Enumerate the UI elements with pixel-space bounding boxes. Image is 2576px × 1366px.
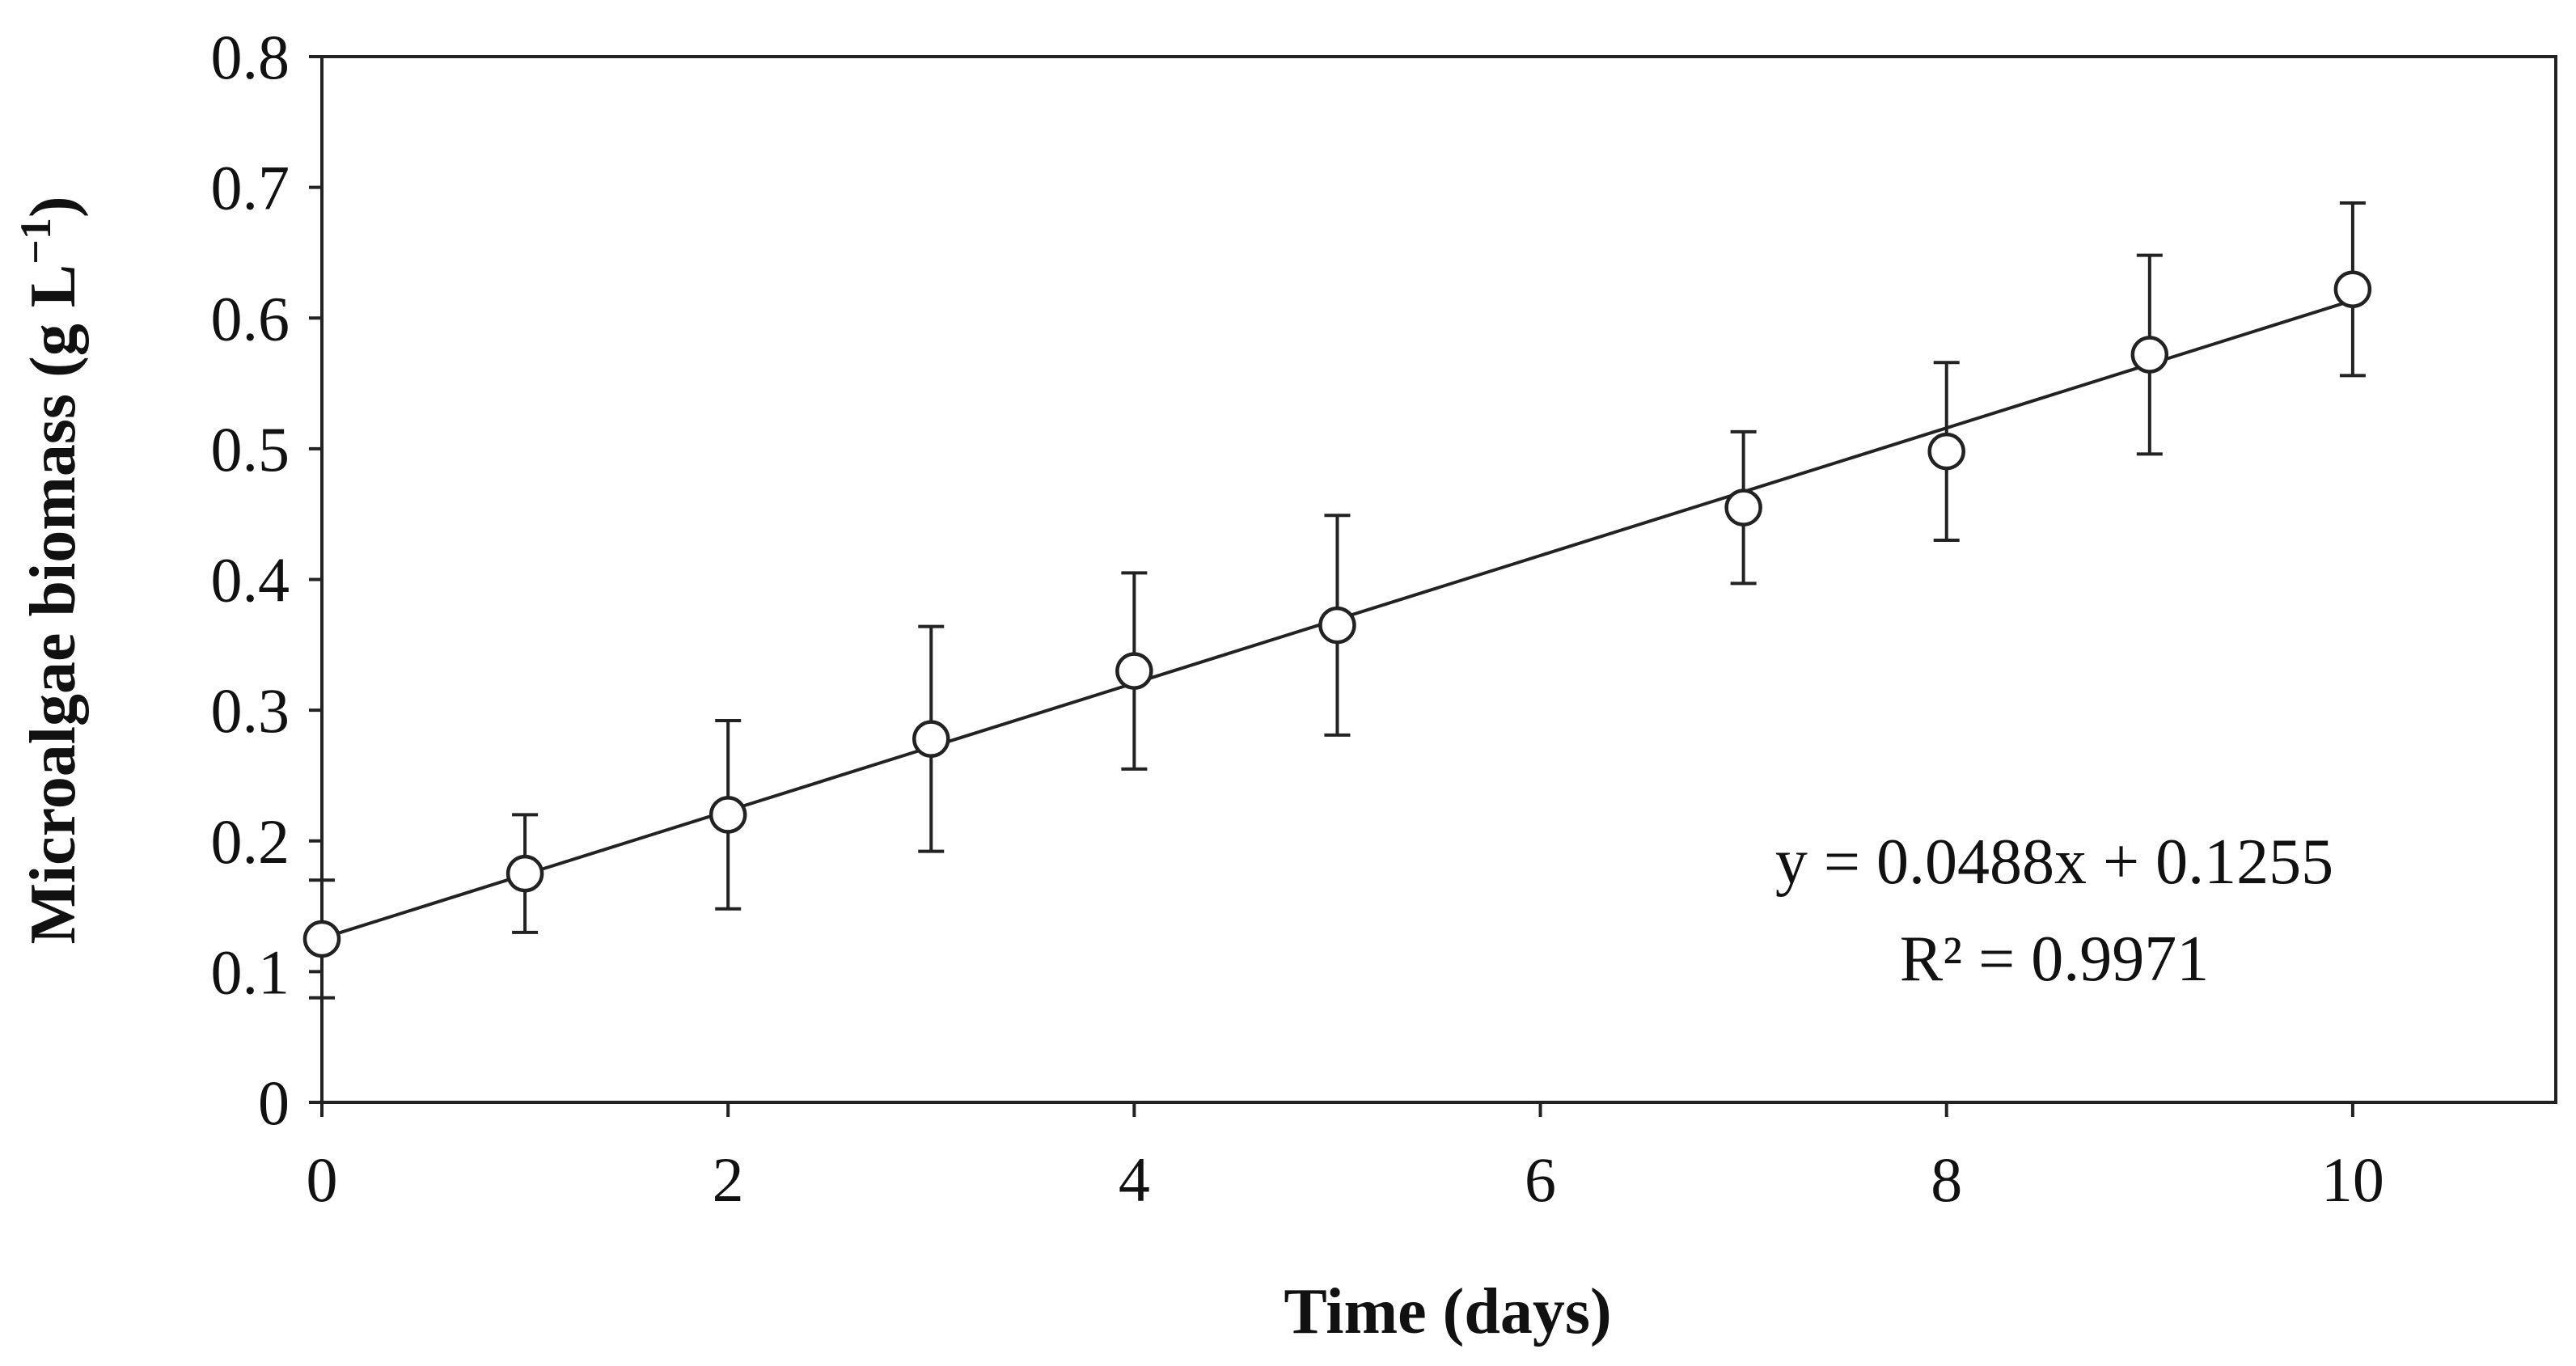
y-tick-label: 0.4 xyxy=(211,545,290,615)
data-point-marker xyxy=(505,854,544,893)
x-tick-label: 2 xyxy=(713,1144,744,1215)
x-tick-label: 8 xyxy=(1931,1144,1962,1215)
x-tick-label: 4 xyxy=(1119,1144,1150,1215)
data-point-marker xyxy=(1724,488,1762,527)
y-axis-label-exponent: −1 xyxy=(11,218,60,264)
y-tick-label: 0 xyxy=(258,1068,290,1138)
x-tick-label: 6 xyxy=(1525,1144,1556,1215)
data-point-marker xyxy=(1115,652,1153,690)
data-points xyxy=(302,270,2372,958)
x-tick-label: 0 xyxy=(307,1144,338,1215)
x-tick-label: 10 xyxy=(2321,1144,2384,1215)
x-axis-label: Time (days) xyxy=(1284,1276,1611,1347)
data-point-marker xyxy=(2333,270,2372,308)
y-tick-label: 0.5 xyxy=(211,414,290,484)
trendline-r2: R² = 0.9971 xyxy=(1900,924,2209,995)
plot-area-frame xyxy=(320,55,2557,1104)
data-point-marker xyxy=(2130,336,2169,374)
y-tick-label: 0.6 xyxy=(211,283,290,353)
y-tick-label: 0.2 xyxy=(211,806,290,877)
y-tick-label: 0.8 xyxy=(211,22,290,92)
y-axis-label: Microalgae biomass (g L−1) xyxy=(11,196,89,944)
data-point-marker xyxy=(1318,606,1356,645)
y-axis-label-main: Microalgae biomass (g L xyxy=(18,264,89,945)
data-point-marker xyxy=(1927,432,1965,471)
x-axis-ticks: 0 2 4 6 8 10 xyxy=(307,1102,2384,1215)
data-point-marker xyxy=(709,796,747,834)
data-point-marker xyxy=(912,720,950,758)
trendline-equation: y = 0.0488x + 0.1255 xyxy=(1775,827,2333,898)
y-axis-label-close: ) xyxy=(18,196,89,218)
y-axis-ticks: 0 0.1 0.2 0.3 0.4 0.5 0.6 0.7 0.8 xyxy=(211,22,322,1138)
data-point-marker xyxy=(302,920,341,958)
y-tick-label: 0.3 xyxy=(211,675,290,746)
y-tick-label: 0.1 xyxy=(211,937,290,1007)
y-tick-label: 0.7 xyxy=(211,153,290,223)
